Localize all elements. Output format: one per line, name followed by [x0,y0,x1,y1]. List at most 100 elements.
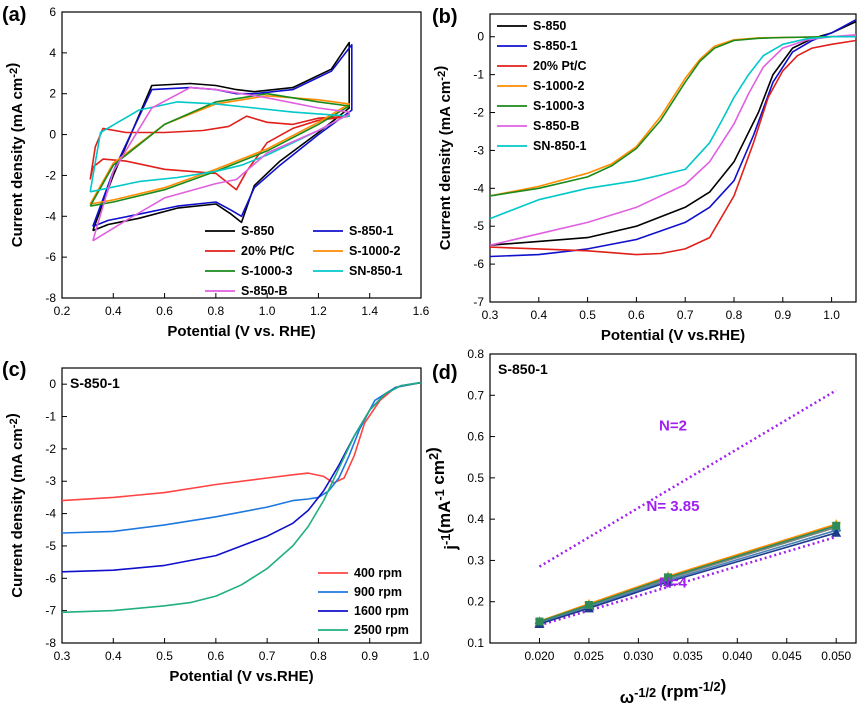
x-tick-label: 0.3 [482,308,499,322]
y-tick-label: -7 [473,295,484,309]
x-tick-label: 0.8 [310,649,327,663]
y-tick-label: -6 [45,571,56,585]
y-axis-label: j-1(mA-1 cm2) [423,447,460,551]
legend-label: 2500 rpm [354,623,409,637]
y-tick-label: -8 [45,636,56,650]
y-tick-label: 0.5 [467,471,484,485]
data-point [831,527,842,537]
x-tick-label: 0.7 [259,649,276,663]
y-tick-label: -6 [473,257,484,271]
legend-label: S-850-1 [533,39,578,53]
legend-label: S-1000-2 [533,79,584,93]
x-tick-label: 1.2 [310,304,327,318]
x-tick-label: 0.9 [361,649,378,663]
y-tick-label: 0 [49,128,56,142]
y-tick-label: 0.7 [467,388,484,402]
annotation: N=4 [659,574,688,591]
legend-label: S-850-B [241,284,288,298]
y-tick-label: 4 [49,46,56,60]
legend-label: S-850-B [533,119,580,133]
series-line [61,381,422,573]
legend-label: S-850 [241,224,274,238]
y-tick-label: 6 [49,5,56,19]
y-tick-label: -1 [473,68,484,82]
y-tick-label: -2 [45,168,56,182]
plot-frame [61,11,422,299]
series-line [489,18,857,258]
panel-b: (b) 0.3 0.4 0.5 0.6 0.7 0.8 0.9 1.0 -7 -6 -5 -4 -3 -2 -… [432,6,857,344]
legend-label: S-1000-2 [349,244,400,258]
y-tick-label: -5 [45,539,56,553]
x-tick-label: 0.9 [774,308,791,322]
x-tick-label: 0.5 [579,308,596,322]
y-tick-label: -7 [45,604,56,618]
series-line [92,86,351,242]
y-axis-label: Current density (mA cm-2) [4,413,26,598]
panel-label: (c) [2,359,26,381]
y-axis-label: Current density (mA cm-2) [4,63,26,248]
series-line [489,35,856,197]
y-tick-label: 0.6 [467,430,484,444]
panel-a: (a) 0.2 0.4 0.6 0.8 1.0 1.2 1.4 1.6 -8 -6 -4 -2 0 2 4 6 P… [2,4,430,340]
panel-title: S-850-1 [498,361,548,377]
x-tick-label: 0.6 [208,649,225,663]
x-tick-label: 0.7 [677,308,694,322]
legend-label: S-1000-3 [533,99,584,113]
legend-label: 1600 rpm [354,604,409,618]
legend-label: S-850 [533,19,566,33]
x-tick-label: 0.030 [623,649,653,663]
x-tick-label: 0.045 [772,649,802,663]
panel-c: (c) 0.3 0.4 0.5 0.6 0.7 0.8 0.9 1.0 -8 -7 -6 -5 -4 -3 -… [2,359,430,685]
y-tick-label: 0.3 [467,553,484,567]
x-tick-label: 0.8 [208,304,225,318]
legend-label: SN-850-1 [533,139,587,153]
y-tick-label: -3 [45,474,56,488]
y-tick-label: -8 [45,291,56,305]
panel-label: (b) [432,6,458,28]
y-tick-label: 0.1 [467,636,484,650]
panel-d: (d) 0.020 0.025 0.030 0.035 0.040 0.045 0.050 0.… [423,347,857,707]
y-tick-label: -2 [45,442,56,456]
y-tick-label: 0.8 [467,347,484,361]
x-tick-label: 0.6 [156,304,173,318]
x-tick-label: 0.2 [54,304,71,318]
x-tick-label: 1.0 [413,649,430,663]
annotation: N= 3.85 [647,498,700,515]
y-tick-label: -3 [473,143,484,157]
y-tick-label: -2 [473,106,484,120]
data-point [663,576,674,586]
x-tick-label: 1.6 [413,304,430,318]
y-tick-label: -4 [45,209,56,223]
y-tick-label: 0 [49,377,56,391]
series-line [61,381,422,614]
fit-line [539,526,837,624]
x-tick-label: 0.6 [628,308,645,322]
series-line [89,92,351,207]
series-line [89,95,351,205]
legend-label: 20% Pt/C [241,244,295,258]
series-line [489,39,857,256]
x-axis-label: ω-1/2 (rpm-1/2) [620,676,727,707]
panel-title: S-850-1 [70,375,120,391]
fit-line [539,532,837,625]
plot-frame [61,367,422,644]
x-axis-label: Potential (V vs. RHE) [167,323,315,340]
x-tick-label: 0.040 [722,649,752,663]
data-point [584,601,593,610]
data-point [832,521,841,530]
x-tick-label: 0.3 [54,649,71,663]
y-tick-label: -6 [45,250,56,264]
legend-label: SN-850-1 [349,264,403,278]
legend-label: 900 rpm [354,585,402,599]
x-tick-label: 0.050 [821,649,851,663]
x-tick-label: 0.4 [530,308,547,322]
series-line [489,35,856,220]
y-tick-label: 0.2 [467,595,484,609]
y-axis-label: Current density (mA cm-2) [432,66,454,251]
x-tick-label: 0.020 [524,649,554,663]
x-tick-label: 1.4 [361,304,378,318]
y-tick-label: -4 [473,181,484,195]
x-axis-label: Potential (V vs.RHE) [601,327,745,344]
annotation: N=2 [659,417,687,434]
legend-label: 400 rpm [354,566,402,580]
